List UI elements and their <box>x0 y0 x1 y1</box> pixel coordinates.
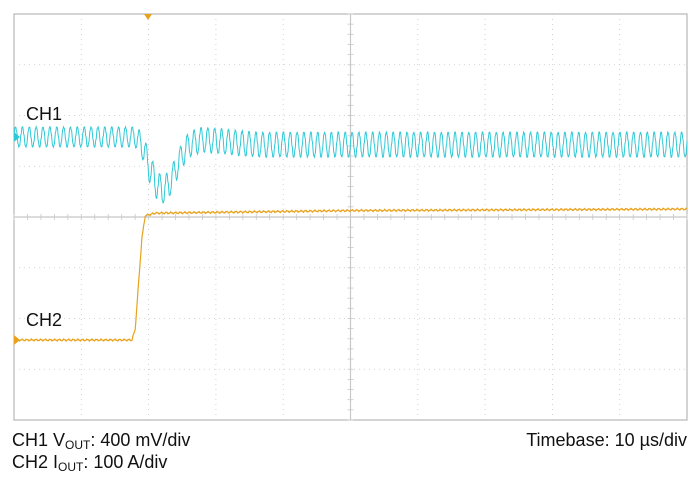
ch2-label: CH2 <box>26 310 63 330</box>
ch1-scale-caption: CH1 VOUT: 400 mV/div <box>12 429 190 456</box>
ch2-scale-caption: CH2 IOUT: 100 A/div <box>12 451 167 478</box>
ch2-trace <box>13 207 688 343</box>
ch1-caption-scale: : 400 mV/div <box>90 430 191 450</box>
ch1-trace <box>13 125 688 204</box>
ch1-caption-prefix: CH1 V <box>12 430 66 450</box>
ch2-level-marker-icon <box>14 335 20 345</box>
ch1-level-marker-icon <box>14 132 20 142</box>
ch1-caption-subscript: OUT <box>65 438 91 452</box>
traces <box>13 125 688 343</box>
trigger-marker-icon <box>144 14 152 20</box>
ch2-caption-scale: : 100 A/div <box>83 452 168 472</box>
graticule <box>13 13 688 421</box>
ch2-caption-prefix: CH2 I <box>12 452 59 472</box>
ch2-caption-subscript: OUT <box>58 460 84 474</box>
ch1-label: CH1 <box>26 104 63 124</box>
timebase-caption: Timebase: 10 µs/div <box>526 430 687 450</box>
scope-display <box>13 13 688 421</box>
